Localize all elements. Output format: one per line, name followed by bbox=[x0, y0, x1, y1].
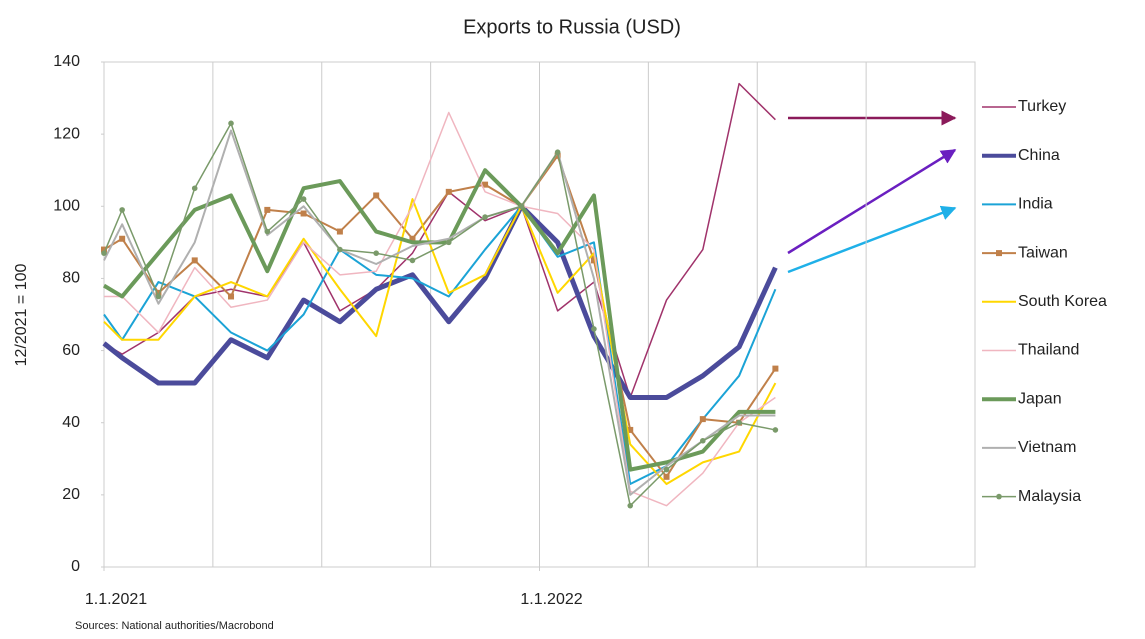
marker bbox=[482, 214, 488, 220]
marker bbox=[228, 120, 234, 127]
marker bbox=[772, 365, 779, 372]
y-tick-label: 0 bbox=[71, 558, 80, 575]
y-tick-label: 20 bbox=[62, 486, 80, 503]
legend-label: Vietnam bbox=[1018, 439, 1076, 456]
legend-marker bbox=[996, 250, 1002, 257]
x-tick-label: 1.1.2021 bbox=[85, 591, 147, 608]
marker bbox=[409, 257, 416, 264]
marker bbox=[700, 437, 706, 444]
y-tick-label: 80 bbox=[62, 270, 80, 287]
marker bbox=[591, 326, 597, 332]
x-tick-label: 1.1.2022 bbox=[520, 591, 582, 608]
series bbox=[101, 152, 779, 480]
marker bbox=[228, 293, 235, 300]
marker bbox=[445, 188, 452, 195]
y-tick-label: 40 bbox=[62, 414, 80, 431]
y-tick-label: 140 bbox=[53, 53, 80, 70]
marker bbox=[119, 207, 125, 213]
marker bbox=[300, 196, 307, 202]
legend-label: Taiwan bbox=[1018, 244, 1068, 261]
legend-label: Japan bbox=[1018, 390, 1062, 407]
series bbox=[104, 111, 776, 507]
marker bbox=[264, 228, 271, 235]
marker bbox=[155, 293, 162, 300]
source-note: Sources: National authorities/Macrobond bbox=[75, 620, 274, 632]
line bbox=[103, 122, 776, 507]
series bbox=[101, 120, 779, 509]
marker bbox=[482, 181, 489, 188]
legend-label: South Korea bbox=[1018, 293, 1107, 310]
marker bbox=[155, 289, 162, 296]
line bbox=[103, 205, 777, 486]
arrows bbox=[787, 110, 957, 274]
marker bbox=[445, 239, 452, 246]
marker bbox=[336, 228, 343, 235]
marker bbox=[191, 185, 198, 192]
line bbox=[103, 129, 776, 496]
legend-marker bbox=[996, 493, 1002, 500]
series bbox=[102, 168, 776, 472]
marker bbox=[191, 257, 198, 264]
series bbox=[103, 205, 777, 486]
y-tick-label: 120 bbox=[53, 125, 80, 142]
legend-label: Thailand bbox=[1018, 342, 1079, 359]
marker bbox=[699, 416, 706, 423]
marker bbox=[627, 426, 634, 433]
marker bbox=[101, 246, 107, 253]
marker bbox=[337, 246, 343, 253]
arrow bbox=[787, 205, 957, 274]
marker bbox=[590, 257, 597, 264]
marker bbox=[101, 250, 107, 256]
series bbox=[103, 198, 777, 486]
marker bbox=[663, 466, 670, 473]
legend-label: Turkey bbox=[1018, 98, 1066, 115]
series bbox=[103, 82, 776, 399]
marker bbox=[264, 206, 271, 213]
y-tick-label: 100 bbox=[53, 198, 80, 215]
series bbox=[102, 203, 778, 400]
legend-label: China bbox=[1018, 147, 1060, 164]
line bbox=[102, 203, 778, 400]
series bbox=[103, 129, 776, 496]
marker bbox=[554, 149, 561, 155]
marker bbox=[409, 235, 416, 242]
marker bbox=[373, 250, 379, 256]
line bbox=[103, 82, 776, 399]
marker bbox=[300, 210, 307, 217]
marker bbox=[772, 427, 779, 433]
y-tick-label: 60 bbox=[62, 342, 80, 359]
line bbox=[104, 111, 776, 507]
marker bbox=[373, 192, 380, 199]
y-axis-label: 12/2021 = 100 bbox=[13, 264, 30, 367]
marker bbox=[119, 235, 126, 242]
marker bbox=[627, 502, 634, 509]
marker bbox=[518, 203, 525, 210]
marker bbox=[663, 473, 670, 480]
legend-label: India bbox=[1018, 196, 1053, 213]
legend-label: Malaysia bbox=[1018, 488, 1081, 505]
marker bbox=[736, 419, 742, 426]
arrow bbox=[787, 148, 957, 255]
chart-title: Exports to Russia (USD) bbox=[463, 16, 681, 38]
line bbox=[103, 154, 777, 478]
line bbox=[103, 198, 777, 486]
line bbox=[102, 168, 776, 472]
